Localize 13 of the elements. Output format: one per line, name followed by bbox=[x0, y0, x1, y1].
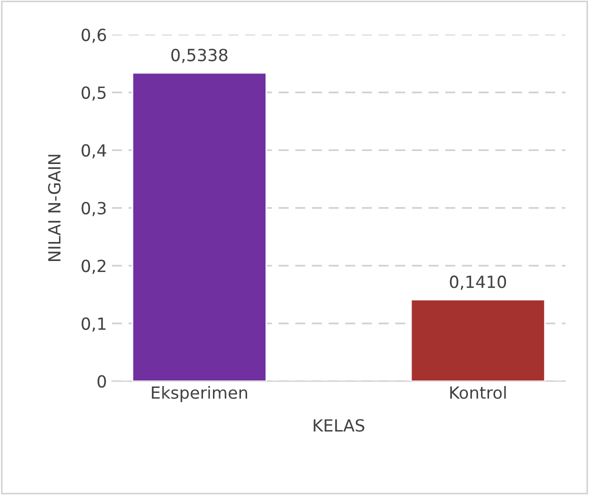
y-axis-title: NILAI N-GAIN bbox=[48, 154, 61, 261]
data-label: 0,5338 bbox=[171, 48, 228, 64]
data-label: 0,1410 bbox=[450, 276, 506, 290]
x-tick-label: Kontrol bbox=[450, 386, 506, 399]
y-tick-label: 0,4 bbox=[82, 144, 106, 158]
y-tick-label: 0,1 bbox=[82, 317, 106, 332]
x-axis-title: KELAS bbox=[314, 419, 364, 432]
y-tick-label: 0 bbox=[98, 375, 106, 388]
x-tick-label: Eksperimen bbox=[152, 386, 248, 402]
y-tick-label: 0,6 bbox=[82, 28, 106, 43]
y-tick-label: 0,3 bbox=[82, 202, 106, 216]
y-tick-label: 0,5 bbox=[82, 86, 106, 101]
y-tick-label: 0,2 bbox=[82, 260, 106, 274]
